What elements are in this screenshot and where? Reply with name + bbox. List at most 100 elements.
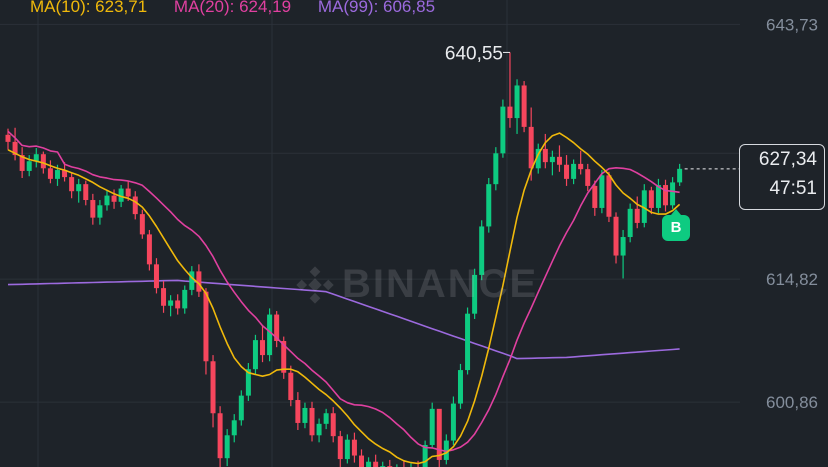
candle-body-64: [457, 370, 463, 404]
annotations: 640,55: [445, 43, 740, 170]
candle-body-8: [62, 170, 68, 178]
candle-body-32: [231, 420, 237, 436]
candle-body-94: [670, 182, 676, 206]
candle-body-37: [267, 314, 273, 356]
candle-body-74: [528, 126, 534, 169]
candle-body-36: [260, 340, 266, 356]
candle-body-63: [450, 403, 456, 441]
candle-body-79: [564, 164, 570, 179]
candles-layer: [5, 52, 683, 467]
candle-body-9: [69, 177, 75, 192]
candle-body-52: [373, 461, 379, 467]
candle-body-45: [323, 413, 329, 424]
candle-body-80: [571, 163, 577, 179]
candle-body-33: [238, 395, 244, 421]
price-grid: [0, 0, 740, 467]
candle-body-27: [196, 271, 202, 292]
candle-body-44: [316, 423, 322, 436]
candle-body-70: [500, 106, 506, 154]
candle-body-84: [599, 175, 605, 208]
candle-body-85: [606, 175, 612, 217]
candle-body-29: [210, 361, 216, 414]
candle-body-14: [104, 195, 110, 206]
candle-body-75: [535, 148, 541, 169]
candle-body-18: [132, 196, 138, 215]
candle-body-71: [507, 106, 513, 119]
candle-body-28: [203, 291, 209, 362]
candle-body-61: [436, 408, 442, 460]
candle-body-38: [274, 314, 280, 341]
candle-body-12: [90, 200, 96, 218]
candle-body-81: [578, 163, 584, 170]
candle-body-72: [514, 85, 520, 119]
candle-body-4: [33, 154, 39, 162]
candle-body-21: [153, 264, 159, 289]
legend-ma99: MA(99): 606,85: [317, 0, 436, 16]
candle-body-47: [337, 436, 343, 460]
candle-body-76: [542, 148, 548, 163]
candle-body-46: [330, 413, 336, 437]
candle-body-3: [26, 161, 32, 171]
candle-body-1: [12, 141, 18, 156]
candle-body-93: [663, 185, 669, 206]
candle-body-77: [549, 156, 555, 163]
y-tick-label-2: 614,82: [766, 270, 818, 289]
ma-legend: MA(10): 623,71 MA(20): 624,19 MA(99): 60…: [30, 0, 457, 17]
candle-body-89: [634, 208, 640, 223]
candle-body-78: [556, 156, 562, 165]
watermark-text: BINANCE: [342, 262, 539, 306]
candle-countdown: 47:51: [769, 178, 817, 199]
candle-body-43: [309, 407, 315, 436]
candle-body-22: [161, 288, 167, 306]
candle-body-59: [422, 444, 428, 467]
candle-body-66: [472, 274, 478, 314]
candle-body-19: [139, 214, 145, 235]
candle-body-65: [465, 313, 471, 371]
candle-body-0: [5, 134, 11, 142]
candle-body-69: [493, 153, 499, 185]
candle-body-87: [620, 237, 626, 256]
candle-body-41: [295, 400, 301, 423]
candle-body-40: [288, 372, 294, 401]
ma10-layer: [7, 132, 681, 465]
candle-body-68: [486, 184, 492, 227]
candle-body-10: [76, 184, 82, 192]
candle-body-25: [182, 289, 188, 309]
candle-body-90: [641, 190, 647, 223]
candle-body-17: [125, 188, 131, 197]
candle-body-15: [111, 195, 117, 202]
candle-body-49: [351, 439, 357, 456]
ma99-line: [7, 279, 680, 360]
candle-body-20: [146, 234, 152, 265]
candle-body-95: [677, 168, 683, 183]
candle-body-16: [118, 188, 124, 202]
candle-body-11: [83, 184, 89, 201]
candle-body-86: [613, 216, 619, 256]
candle-body-91: [648, 190, 654, 208]
ma20-layer: [7, 130, 680, 453]
buy-marker[interactable]: B: [662, 209, 690, 241]
candle-body-82: [585, 169, 591, 186]
candle-body-51: [366, 461, 372, 467]
candle-body-73: [521, 85, 527, 127]
high-price-label: 640,55: [445, 43, 503, 64]
y-tick-label-0: 643,73: [766, 15, 818, 34]
candle-body-88: [627, 208, 633, 238]
legend-ma20: MA(20): 624,19: [173, 0, 292, 16]
candle-body-24: [175, 300, 181, 309]
candle-body-26: [189, 271, 195, 290]
candle-body-50: [359, 455, 364, 467]
candle-body-42: [302, 407, 308, 423]
candle-body-48: [344, 439, 350, 460]
current-price-label: 627,34: [758, 149, 817, 170]
candle-body-39: [281, 340, 287, 373]
binance-logo-icon: [296, 265, 334, 304]
candle-body-2: [19, 155, 25, 171]
candle-body-5: [40, 154, 46, 169]
candle-body-34: [245, 369, 251, 396]
candle-body-92: [655, 185, 661, 208]
candle-body-60: [429, 408, 435, 445]
candle-body-83: [592, 185, 598, 208]
